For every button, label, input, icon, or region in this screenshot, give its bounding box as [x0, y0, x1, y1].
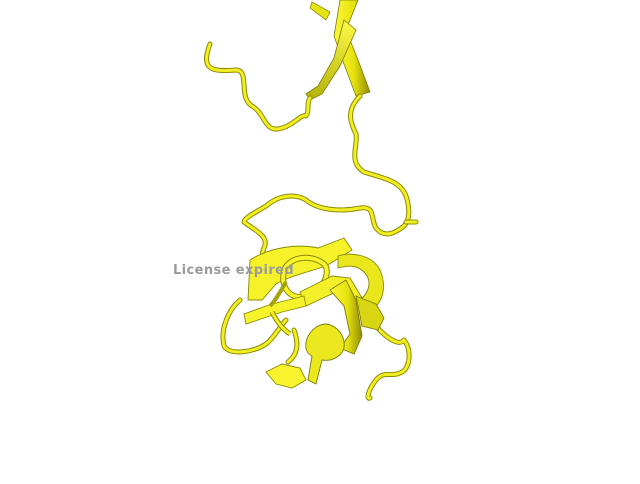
- license-watermark: License expired: [173, 263, 295, 278]
- coil-loops: [203, 41, 419, 401]
- beta-barrel-domain: [243, 237, 385, 389]
- top-beta-strands: [305, 0, 371, 101]
